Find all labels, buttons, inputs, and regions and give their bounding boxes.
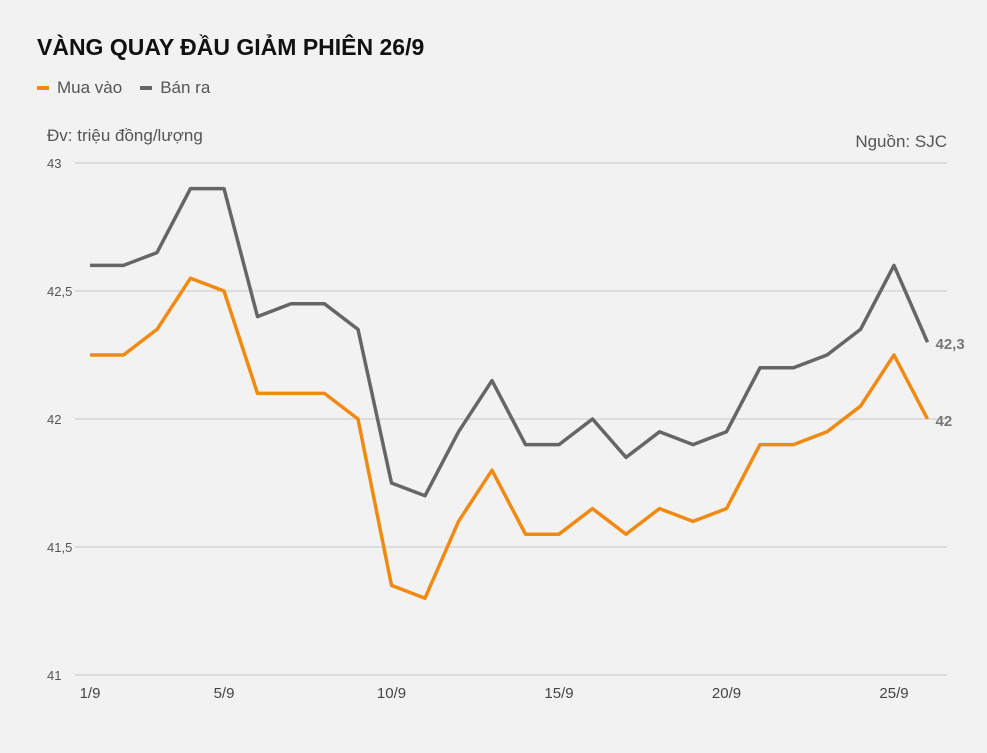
legend-swatch-sell [140, 86, 153, 90]
y-tick-label: 41 [47, 668, 61, 683]
x-tick-label: 5/9 [214, 685, 235, 702]
source-label: Nguồn: SJC [855, 132, 947, 151]
end-label-sell: 42,3 [936, 336, 965, 353]
y-tick-label: 42 [47, 412, 61, 427]
series-line-buy [90, 276, 930, 600]
x-tick-label: 10/9 [377, 685, 406, 702]
y-tick-label: 42,5 [47, 284, 72, 299]
x-tick-label: 1/9 [80, 685, 101, 702]
legend-item-buy: Mua vào [37, 78, 122, 98]
y-tick-label: 41,5 [47, 540, 72, 555]
legend: Mua vào Bán ra [37, 78, 210, 98]
legend-swatch-buy [37, 86, 49, 90]
chart-title: VÀNG QUAY ĐẦU GIẢM PHIÊN 26/9 [37, 34, 425, 60]
legend-item-sell: Bán ra [140, 78, 210, 98]
x-tick-label: 15/9 [544, 685, 573, 702]
y-tick-label: 43 [47, 156, 61, 171]
x-tick-label: 20/9 [712, 685, 741, 702]
x-tick-label: 25/9 [879, 685, 908, 702]
unit-label: Đv: triệu đồng/lượng [47, 126, 203, 145]
legend-label-buy: Mua vào [57, 78, 123, 97]
end-label-buy: 42 [936, 413, 953, 430]
legend-label-sell: Bán ra [160, 78, 211, 97]
series-line-sell [90, 186, 930, 498]
